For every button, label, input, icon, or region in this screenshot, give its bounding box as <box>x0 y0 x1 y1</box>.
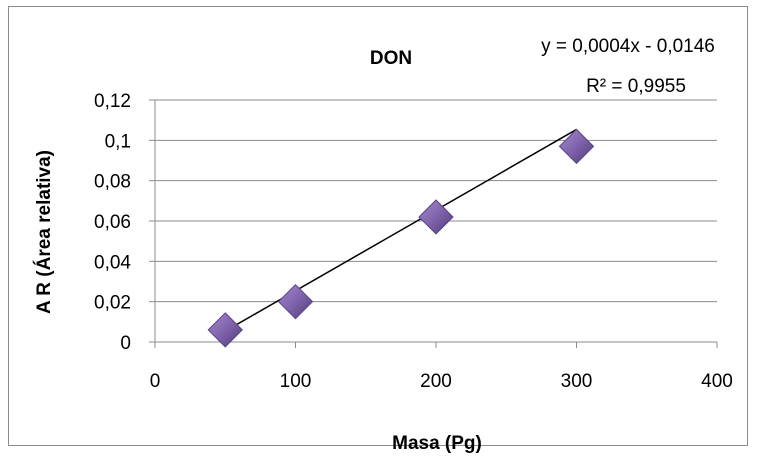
data-point <box>277 283 314 320</box>
trendline <box>224 128 577 332</box>
x-tick-label: 0 <box>150 371 161 392</box>
x-tick-labels: 0 100 200 300 400 <box>150 371 733 392</box>
trendline-r-squared: R² = 0,9955 <box>586 76 686 97</box>
x-tick-label: 400 <box>701 371 733 392</box>
trendline-equation: y = 0,0004x - 0,0146 <box>541 36 715 57</box>
data-point <box>418 199 454 235</box>
data-point <box>207 312 243 348</box>
data-point <box>558 128 595 165</box>
y-tick-label: 0,1 <box>105 131 131 152</box>
x-tick-label: 300 <box>561 371 593 392</box>
y-tick-label: 0 <box>120 333 131 354</box>
x-axis-title: Masa (Pg) <box>392 433 482 454</box>
chart-title: DON <box>370 48 412 69</box>
y-tick-label: 0,04 <box>94 252 131 273</box>
y-tick-label: 0,02 <box>94 293 131 314</box>
x-tick-label: 100 <box>280 371 312 392</box>
trendline-layer <box>224 128 577 332</box>
y-tick-label: 0,06 <box>94 212 131 233</box>
data-points <box>207 128 595 348</box>
y-tick-label: 0,08 <box>94 172 131 193</box>
axes <box>149 99 718 348</box>
y-tick-labels: 0 0,02 0,04 0,06 0,08 0,1 0,12 <box>94 91 131 354</box>
x-tick-label: 200 <box>420 371 452 392</box>
gridlines <box>155 99 717 303</box>
y-axis-title: A R (Área relativa) <box>33 150 55 314</box>
y-tick-label: 0,12 <box>94 91 131 112</box>
chart-frame <box>8 6 748 446</box>
